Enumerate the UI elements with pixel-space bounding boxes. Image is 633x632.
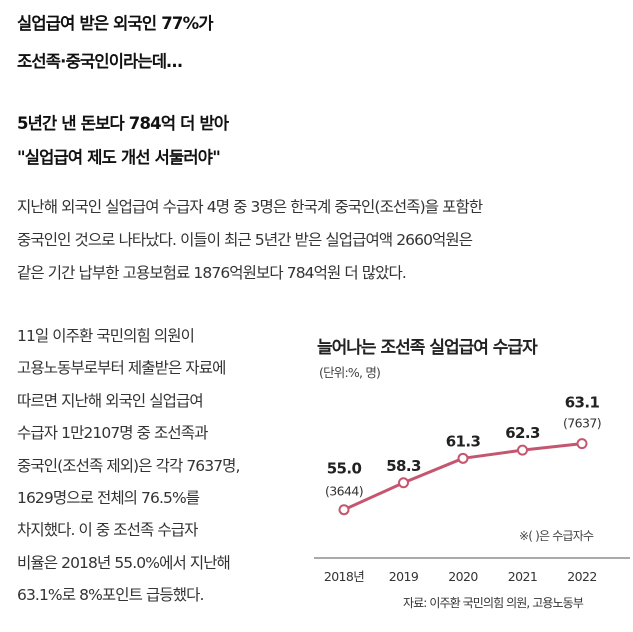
intro-line: 중국인인 것으로 나타났다. 이들이 최근 5년간 받은 실업급여액 2660억… (17, 231, 473, 249)
data-point (398, 477, 409, 489)
line-chart: 55.0 2018년 58.3 2019 61.3 2020 62.3 2021 63.1 202… (314, 394, 630, 584)
data-label: 61.3 (446, 432, 481, 450)
subheadline-line-1: 5년간 낸 돈보다 784억 더 받아 (17, 114, 229, 133)
body-line: 중국인(조선족 제외)은 각각 7637명, (17, 456, 240, 475)
body-line: 따르면 지난해 외국인 실업급여 (17, 391, 204, 410)
x-tick-label: 2022 (567, 569, 596, 584)
data-label: 63.1 (565, 394, 600, 412)
x-tick-label: 2019 (389, 569, 419, 584)
data-point (338, 504, 350, 516)
chart-source: 자료: 이주환 국민의힘 의원, 고용노동부 (403, 596, 584, 610)
body-line: 11일 이주환 국민의힘 의원이 (17, 327, 195, 345)
data-point (457, 452, 469, 464)
body-line: 1629명으로 전체의 76.5%를 (17, 489, 200, 508)
intro-line: 같은 기간 납부한 고용보험료 1876억원보다 784억원 더 많았다. (17, 264, 407, 282)
x-tick-label: 2018년 (324, 569, 364, 584)
count-label: (3644) (325, 484, 363, 499)
body-line: 차지했다. 이 중 조선족 수급자 (17, 521, 198, 540)
intro-paragraph: 지난해 외국인 실업급여 수급자 4명 중 3명은 한국계 중국인(조선족)을 … (17, 191, 617, 290)
x-tick-label: 2021 (508, 569, 537, 584)
data-point (576, 438, 588, 450)
data-label: 55.0 (327, 460, 362, 478)
data-label: 58.3 (386, 457, 421, 475)
chart-title: 늘어나는 조선족 실업급여 수급자 (317, 338, 538, 358)
subheadline-line-2: "실업급여 제도 개선 서둘러야" (17, 148, 221, 167)
body-line: 비율은 2018년 55.0%에서 지난해 (17, 553, 231, 572)
body-line: 고용노동부로부터 제출받은 자료에 (17, 359, 226, 378)
intro-line: 지난해 외국인 실업급여 수급자 4명 중 3명은 한국계 중국인(조선족)을 … (17, 198, 483, 216)
chart-unit: (단위:%, 명) (319, 365, 381, 380)
chart-note: ※( )은 수급자수 (519, 529, 594, 543)
headline-line-2: 조선족·중국인이라는데… (17, 52, 183, 71)
headline-line-1: 실업급여 받은 외국인 77%가 (17, 14, 214, 33)
count-label: (7637) (563, 416, 601, 431)
data-label: 62.3 (505, 424, 540, 442)
x-tick-label: 2020 (448, 569, 478, 584)
body-line: 수급자 1만2107명 중 조선족과 (17, 424, 208, 443)
body-line: 63.1%로 8%포인트 급등했다. (17, 586, 204, 605)
data-point (517, 444, 528, 456)
body-paragraph: 11일 이주환 국민의힘 의원이 고용노동부로부터 제출받은 자료에 따르면 지… (17, 320, 307, 612)
